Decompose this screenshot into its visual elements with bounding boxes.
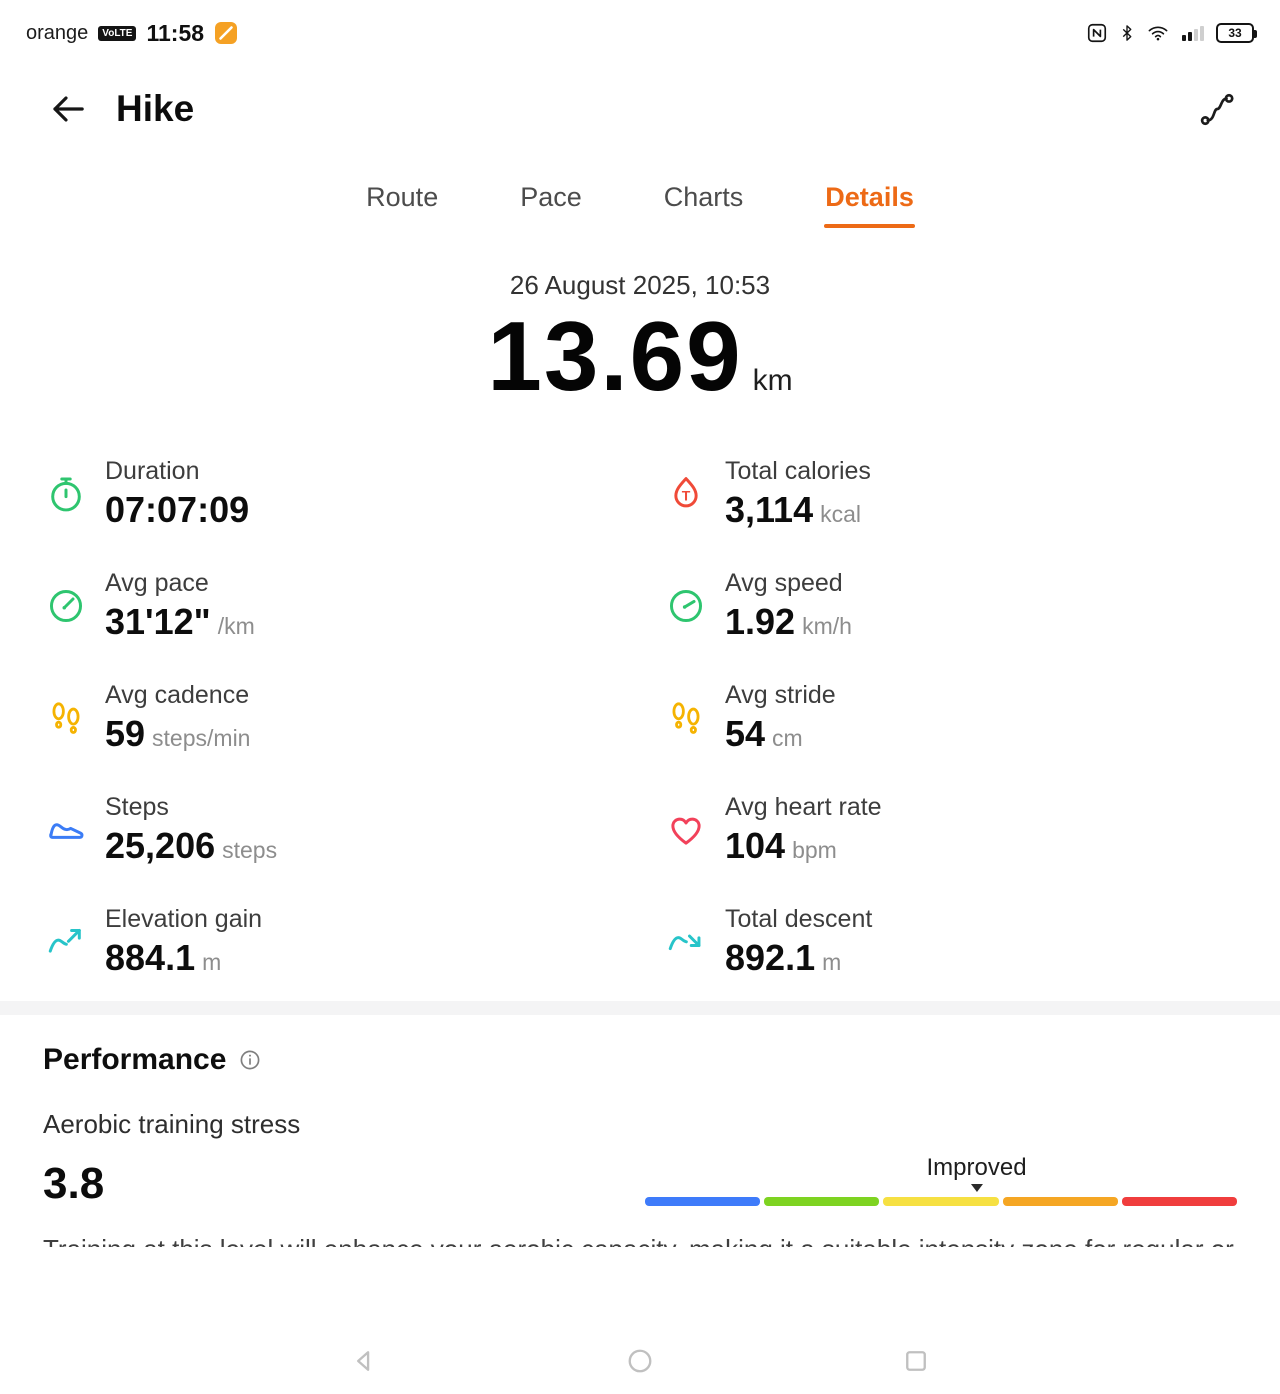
bluetooth-icon — [1118, 22, 1136, 44]
steps-shoe-icon — [45, 809, 87, 851]
stat-avg-heart-rate: Avg heart rate 104 bpm — [665, 793, 1235, 867]
stat-avg-stride: Avg stride 54 cm — [665, 681, 1235, 755]
page-header: Hike — [0, 54, 1280, 130]
scale-segment-yellow — [883, 1196, 999, 1206]
stat-total-calories: T Total calories 3,114 kcal — [665, 457, 1235, 531]
stat-label: Duration — [105, 456, 200, 485]
share-track-icon[interactable] — [1198, 90, 1236, 128]
scale-bar — [645, 1196, 1238, 1206]
pace-gauge-icon — [45, 585, 87, 627]
stat-avg-pace: Avg pace 31'12"/km — [45, 569, 665, 643]
training-stress-scale: Improved — [645, 1153, 1238, 1206]
elevation-gain-icon — [45, 921, 87, 963]
stat-avg-cadence: Avg cadence 59 steps/min — [45, 681, 665, 755]
calories-flame-icon: T — [665, 473, 707, 515]
info-icon[interactable] — [238, 1048, 262, 1072]
stat-label: Total descent — [725, 904, 873, 933]
status-mode-icon — [214, 21, 238, 45]
tab-route[interactable]: Route — [366, 182, 439, 212]
stat-value: 104 — [725, 824, 786, 866]
stat-unit: steps/min — [152, 724, 251, 751]
stat-value: 1.92 — [725, 600, 796, 642]
heart-rate-icon — [665, 809, 707, 851]
aerobic-training-stress-value: 3.8 — [43, 1158, 105, 1208]
nav-home-icon[interactable] — [626, 1347, 654, 1375]
battery-indicator: 33 — [1216, 23, 1257, 43]
training-stress-description: Training at this level will enhance your… — [43, 1232, 1237, 1247]
scale-segment-orange — [1002, 1196, 1118, 1206]
tab-charts[interactable]: Charts — [663, 182, 744, 212]
section-divider — [0, 1000, 1280, 1015]
status-bar: orange VoLTE 11:58 33 — [0, 0, 1280, 54]
stat-unit: steps — [222, 836, 278, 863]
stat-unit: cm — [772, 724, 803, 751]
stat-unit: /km — [217, 612, 255, 639]
stride-footprints-icon — [665, 697, 707, 739]
speed-gauge-icon — [665, 585, 707, 627]
tab-details[interactable]: Details — [824, 182, 915, 228]
distance-unit: km — [752, 364, 793, 397]
scale-marker-label: Improved — [926, 1153, 1027, 1181]
stats-grid: Duration 07:07:09 T Total calories 3,114… — [0, 457, 1280, 979]
wifi-icon — [1146, 22, 1170, 44]
stat-value: 884.1 — [105, 936, 196, 978]
activity-datetime: 26 August 2025, 10:53 — [509, 270, 771, 300]
tab-pace[interactable]: Pace — [520, 182, 582, 212]
scale-marker: Improved — [926, 1153, 1027, 1192]
scale-segment-red — [1121, 1196, 1238, 1206]
cadence-footprints-icon — [45, 697, 87, 739]
stat-label: Avg heart rate — [725, 792, 882, 821]
stat-label: Avg cadence — [105, 680, 250, 709]
stat-total-descent: Total descent 892.1 m — [665, 905, 1235, 979]
stat-label: Avg stride — [725, 680, 836, 709]
stat-avg-speed: Avg speed 1.92 km/h — [665, 569, 1235, 643]
carrier-label: orange — [26, 21, 89, 44]
stat-unit: kcal — [820, 500, 862, 527]
stat-label: Steps — [105, 792, 169, 821]
stat-unit: km/h — [802, 612, 852, 639]
total-distance: 13.69 km — [0, 301, 1280, 411]
nav-back-icon[interactable] — [350, 1347, 378, 1375]
stat-duration: Duration 07:07:09 — [45, 457, 665, 531]
page-title: Hike — [116, 88, 195, 129]
tab-bar: Route Pace Charts Details — [0, 182, 1280, 228]
stat-unit: m — [822, 948, 842, 975]
stat-value: 25,206 — [105, 824, 216, 866]
stat-value: 07:07:09 — [105, 488, 250, 530]
performance-title: Performance — [43, 1042, 227, 1076]
scale-segment-blue — [645, 1196, 761, 1206]
stat-elevation-gain: Elevation gain 884.1 m — [45, 905, 665, 979]
signal-bars-icon — [1180, 22, 1206, 44]
total-descent-icon — [665, 921, 707, 963]
stopwatch-icon — [45, 473, 87, 515]
status-time: 11:58 — [146, 19, 205, 46]
back-arrow-icon[interactable] — [48, 89, 88, 129]
svg-text:T: T — [682, 487, 691, 503]
android-navigation-bar — [0, 1328, 1280, 1394]
stat-value: 31'12" — [105, 600, 211, 642]
nav-recents-icon[interactable] — [902, 1347, 930, 1375]
stat-value: 59 — [105, 712, 146, 754]
battery-percent: 33 — [1228, 26, 1242, 40]
scale-segment-green — [764, 1196, 880, 1206]
marker-triangle-icon — [970, 1183, 983, 1192]
stat-value: 54 — [725, 712, 766, 754]
stat-value: 892.1 — [725, 936, 816, 978]
stat-unit: m — [202, 948, 222, 975]
stat-label: Total calories — [725, 456, 871, 485]
stat-steps: Steps 25,206 steps — [45, 793, 665, 867]
stat-value: 3,114 — [725, 488, 814, 530]
volte-badge: VoLTE — [98, 25, 137, 41]
nfc-icon — [1086, 22, 1108, 44]
distance-value: 13.69 — [487, 301, 743, 411]
aerobic-training-stress-label: Aerobic training stress — [43, 1108, 301, 1139]
performance-section: Performance Aerobic training stress 3.8 … — [0, 1043, 1280, 1247]
stat-label: Avg pace — [105, 568, 209, 597]
stat-label: Avg speed — [725, 568, 843, 597]
stat-unit: bpm — [792, 836, 837, 863]
stat-label: Elevation gain — [105, 904, 263, 933]
